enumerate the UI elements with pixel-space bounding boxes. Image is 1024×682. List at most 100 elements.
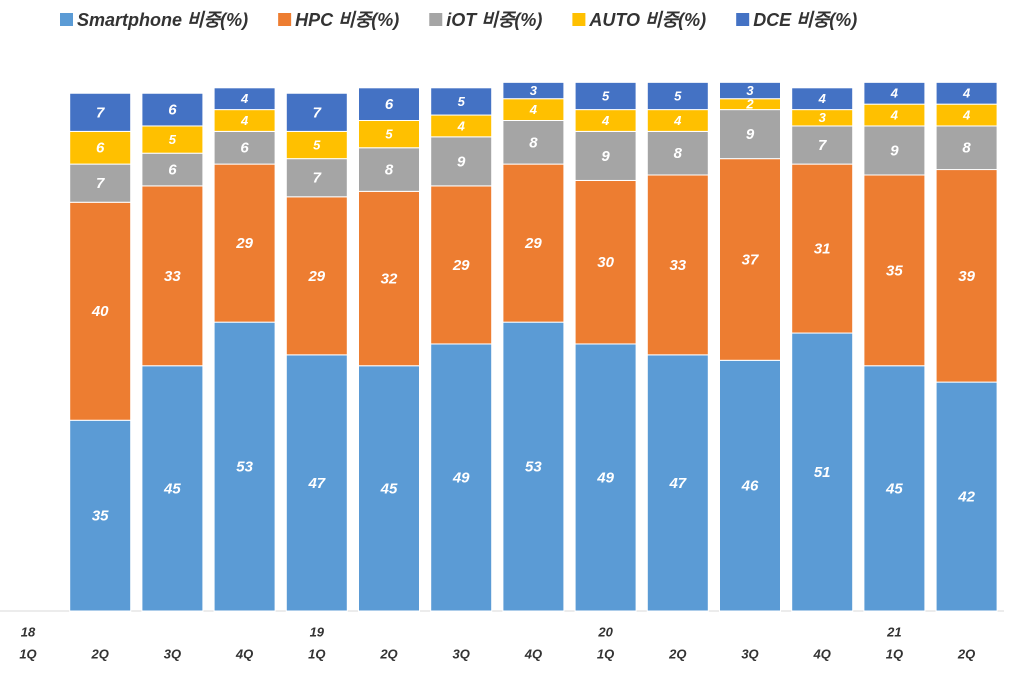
bar-segment xyxy=(285,92,348,132)
value-label: 45 xyxy=(163,480,181,497)
year-label: 21 xyxy=(886,624,901,639)
bar-segment xyxy=(646,174,709,356)
bar-segment xyxy=(141,92,204,127)
bar-segment xyxy=(502,120,565,165)
bar-segment xyxy=(863,125,926,176)
value-label: 29 xyxy=(235,235,253,252)
value-label: 6 xyxy=(240,140,249,157)
bar-segment xyxy=(213,130,276,165)
bar-segment xyxy=(863,365,926,612)
value-label: 8 xyxy=(385,162,394,179)
bar-segment xyxy=(502,81,565,100)
bar-segment xyxy=(863,174,926,367)
bar-segment xyxy=(574,343,637,612)
value-label: 4 xyxy=(673,113,682,128)
value-label: 4 xyxy=(529,102,538,117)
value-label: 8 xyxy=(529,134,538,151)
value-label: 33 xyxy=(164,268,181,285)
bar-segment xyxy=(69,201,132,421)
year-label: 18 xyxy=(21,624,36,639)
bar-segment xyxy=(791,125,854,165)
year-label: 20 xyxy=(597,624,613,639)
bar-segment xyxy=(719,109,781,160)
x-tick-label: 2Q xyxy=(379,646,397,661)
bar-segment xyxy=(935,81,998,105)
value-label: 29 xyxy=(452,257,470,274)
legend-label: iOT 비중(%) xyxy=(446,10,542,30)
x-tick-label: 1Q xyxy=(19,646,36,661)
bar-segment xyxy=(141,365,204,612)
value-label: 51 xyxy=(814,464,831,481)
value-label: 5 xyxy=(169,132,177,147)
bar-segment xyxy=(213,321,276,612)
bar-segment xyxy=(574,81,637,111)
value-label: 5 xyxy=(458,94,466,109)
value-label: 8 xyxy=(674,145,683,162)
value-label: 4 xyxy=(240,91,249,106)
value-label: 9 xyxy=(601,148,610,165)
value-label: 47 xyxy=(307,475,325,492)
value-label: 32 xyxy=(381,271,398,288)
year-label: 19 xyxy=(310,624,325,639)
value-label: 9 xyxy=(890,142,899,159)
bar-segment xyxy=(358,190,420,367)
bar-segment xyxy=(285,130,348,160)
value-label: 37 xyxy=(742,251,759,268)
bar-segment xyxy=(285,158,348,198)
bar-segment xyxy=(791,332,854,612)
x-tick-label: 4Q xyxy=(235,646,253,661)
bar-segment xyxy=(646,130,709,176)
value-label: 33 xyxy=(669,257,686,274)
value-label: 53 xyxy=(525,459,542,476)
value-label: 49 xyxy=(596,469,614,486)
x-tick-label: 3Q xyxy=(164,646,181,661)
value-label: 4 xyxy=(962,86,971,101)
value-label: 4 xyxy=(457,118,466,133)
value-label: 29 xyxy=(524,235,542,252)
bar-segment xyxy=(646,81,709,111)
value-label: 45 xyxy=(885,480,903,497)
bar-segment xyxy=(719,359,781,612)
bar-segment xyxy=(69,92,132,132)
value-label: 39 xyxy=(958,268,975,285)
bar-segment xyxy=(285,196,348,356)
value-label: 7 xyxy=(313,170,322,187)
bar-segment xyxy=(430,185,493,345)
value-label: 5 xyxy=(602,88,610,103)
value-label: 9 xyxy=(457,153,466,170)
bar-segment xyxy=(358,87,420,122)
value-label: 7 xyxy=(96,175,105,192)
value-label: 6 xyxy=(385,96,394,113)
value-label: 42 xyxy=(957,489,975,506)
legend-label: AUTO 비중(%) xyxy=(588,10,706,30)
value-label: 4 xyxy=(601,113,610,128)
value-label: 29 xyxy=(307,268,325,285)
bar-segment xyxy=(574,179,637,345)
value-label: 9 xyxy=(746,126,755,143)
value-label: 46 xyxy=(741,478,759,495)
value-label: 31 xyxy=(814,241,831,258)
bar-segment xyxy=(935,169,998,383)
value-label: 47 xyxy=(668,475,686,492)
x-tick-label: 1Q xyxy=(886,646,903,661)
value-label: 5 xyxy=(313,137,321,152)
legend-swatch xyxy=(572,13,586,26)
bar-segment xyxy=(935,125,998,171)
value-label: 6 xyxy=(168,102,177,119)
bar-segment xyxy=(719,158,781,361)
value-label: 3 xyxy=(746,83,754,98)
bar-segment xyxy=(791,163,854,334)
bar-segment xyxy=(430,343,493,612)
legend-swatch xyxy=(60,13,73,26)
legend-swatch xyxy=(278,13,292,26)
bar-segment xyxy=(502,163,565,323)
x-tick-label: 2Q xyxy=(91,646,109,661)
value-label: 35 xyxy=(886,262,903,279)
bar-segment xyxy=(502,321,565,612)
value-label: 7 xyxy=(313,104,322,121)
value-label: 40 xyxy=(91,303,109,320)
bar-segment xyxy=(285,354,348,612)
value-label: 5 xyxy=(674,88,682,103)
value-label: 4 xyxy=(818,91,827,106)
